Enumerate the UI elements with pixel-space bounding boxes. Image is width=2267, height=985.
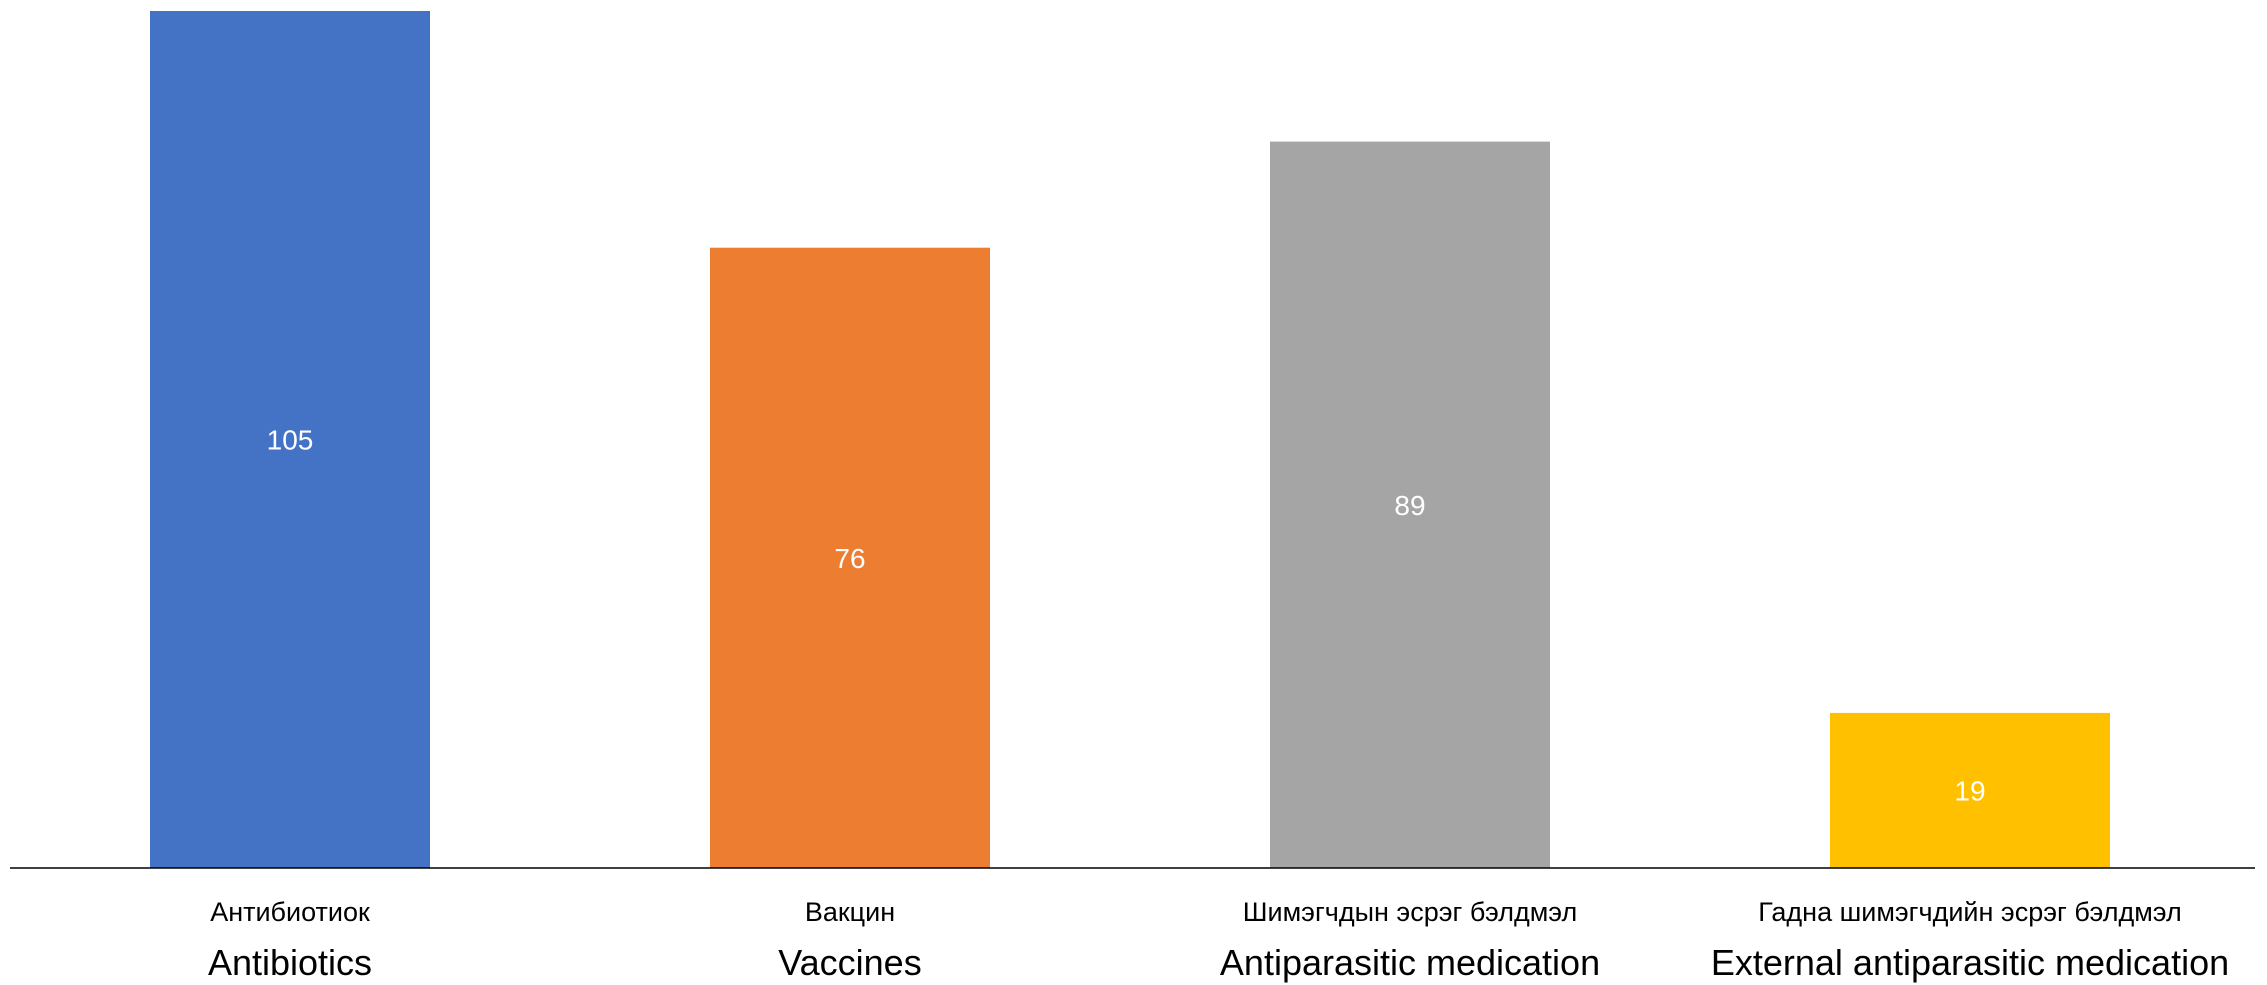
data-label-3: 89: [1394, 490, 1425, 521]
data-label-1: 105: [267, 425, 314, 456]
category-label-en-3: Antiparasitic medication: [1220, 942, 1600, 983]
category-label-en-4: External antiparasitic medication: [1711, 942, 2229, 983]
category-label-mn-2: Вакцин: [805, 897, 895, 927]
data-label-2: 76: [834, 543, 865, 574]
category-labels-group: Антибиотиок Antibiotics Вакцин Vaccines Шимэ…: [208, 897, 2229, 983]
bars-group: [150, 11, 2110, 869]
category-label-mn-3: Шимэгчдын эсрэг бэлдмэл: [1243, 897, 1577, 927]
category-label-mn-1: Антибиотиок: [210, 897, 370, 927]
category-label-en-2: Vaccines: [778, 942, 921, 983]
bar-2: [710, 247, 990, 868]
bar-3: [1270, 141, 1550, 869]
bar-4: [1830, 712, 2110, 868]
data-label-4: 19: [1954, 775, 1985, 806]
category-label-mn-4: Гадна шимэгчдийн эсрэг бэлдмэл: [1758, 897, 2181, 927]
value-labels-group: 105 76 89 19: [267, 425, 1986, 807]
bar-1: [150, 11, 430, 868]
category-label-en-1: Antibiotics: [208, 942, 372, 983]
